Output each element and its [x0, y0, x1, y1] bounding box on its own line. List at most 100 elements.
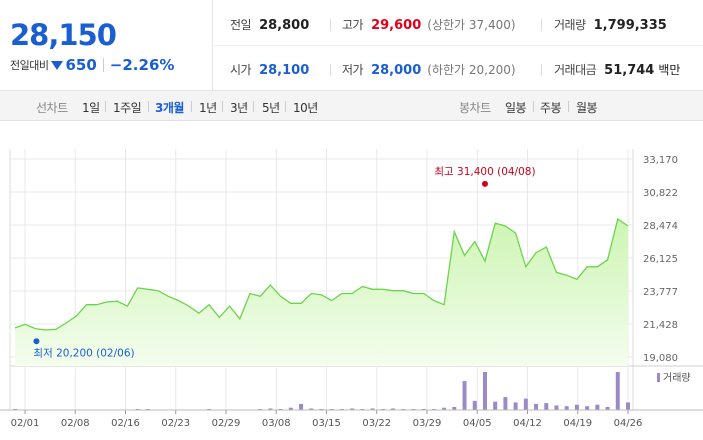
divider	[533, 101, 534, 112]
volume-bar	[442, 407, 447, 410]
volume-bar	[493, 401, 498, 410]
volume-bar	[554, 405, 559, 410]
volume-bar	[391, 408, 396, 410]
stat-label: 저가	[342, 63, 364, 77]
volume-bar	[503, 397, 508, 410]
volume-bar	[288, 407, 293, 410]
volume-bar	[482, 372, 487, 410]
current-price: 28,150	[10, 18, 117, 52]
x-tick-label: 02/23	[161, 418, 190, 429]
min-price-marker	[33, 338, 40, 345]
x-tick-label: 04/12	[513, 418, 542, 429]
period-tab-1w[interactable]: 1주일	[113, 101, 142, 115]
stat-low: 저가 28,000 (하한가 20,200)	[342, 61, 516, 78]
x-tick-label: 04/05	[463, 418, 492, 429]
stat-value: 51,744	[604, 63, 655, 78]
x-tick-label: 04/19	[563, 418, 592, 429]
period-tab-5y[interactable]: 5년	[262, 101, 280, 115]
volume-bar	[472, 400, 477, 410]
stat-volume: 거래량 1,799,335	[554, 16, 667, 33]
volume-bar	[534, 403, 539, 410]
lower-limit-text: (하한가 20,200)	[427, 63, 516, 77]
volume-bar	[544, 403, 549, 410]
price-chart[interactable]: 33,170 30,822 28,474 26,125 23,777 21,428 19,0…	[0, 121, 703, 440]
stat-value: 28,800	[259, 18, 310, 33]
candle-tab-daily[interactable]: 일봉	[505, 101, 527, 115]
period-tab-3y[interactable]: 3년	[230, 101, 248, 115]
volume-bar	[462, 381, 467, 410]
stat-label: 전일	[230, 18, 252, 32]
stat-open: 시가 28,100	[230, 61, 309, 78]
period-tab-1d[interactable]: 1일	[82, 101, 100, 115]
y-tick-label: 26,125	[643, 254, 678, 265]
divider	[253, 101, 254, 112]
divider	[330, 19, 331, 31]
divider	[191, 101, 192, 112]
divider	[222, 101, 223, 112]
period-tab-3m[interactable]: 3개월	[155, 101, 184, 115]
chart-period-bar: 선차트 1일 1주일 3개월 1년 3년 5년 10년 봉차트 일봉 주봉 월봉	[0, 91, 703, 121]
candle-tab-monthly[interactable]: 월봉	[576, 101, 598, 115]
volume-bar	[615, 372, 620, 410]
stat-trade-value: 거래대금 51,744 백만	[554, 61, 680, 78]
stat-prev-close: 전일 28,800	[230, 16, 309, 33]
divider	[285, 101, 286, 112]
volume-bar	[513, 402, 518, 410]
period-tab-1y[interactable]: 1년	[199, 101, 217, 115]
stat-value: 29,600	[371, 18, 422, 33]
stat-label: 거래량	[554, 18, 586, 32]
volume-bar	[523, 398, 528, 410]
divider	[105, 101, 106, 112]
stat-unit: 백만	[658, 63, 681, 77]
stat-high: 고가 29,600 (상한가 37,400)	[342, 16, 516, 33]
stat-label: 거래대금	[554, 63, 597, 77]
divider	[330, 64, 331, 76]
volume-legend-label: 거래량	[663, 372, 691, 384]
divider	[148, 101, 149, 112]
upper-limit-text: (상한가 37,400)	[427, 18, 516, 32]
x-tick-label: 03/08	[262, 418, 291, 429]
candle-tab-weekly[interactable]: 주봉	[540, 101, 562, 115]
x-tick-label: 02/29	[212, 418, 241, 429]
divider	[214, 45, 703, 46]
x-tick-label: 03/29	[413, 418, 442, 429]
x-tick-label: 03/22	[362, 418, 391, 429]
max-price-marker	[481, 180, 488, 187]
volume-bar	[626, 402, 630, 410]
price-box: 28,150 전일대비 650 −2.26%	[0, 0, 213, 91]
volume-bar	[309, 408, 314, 410]
stat-value: 1,799,335	[593, 18, 667, 33]
divider	[541, 64, 542, 76]
x-tick-label: 02/08	[61, 418, 90, 429]
divider	[102, 58, 104, 72]
stat-value: 28,100	[259, 63, 310, 78]
y-tick-label: 23,777	[643, 287, 678, 298]
period-tab-10y[interactable]: 10년	[293, 101, 318, 115]
stat-label: 고가	[342, 18, 364, 32]
y-tick-label: 30,822	[643, 188, 678, 199]
max-price-label: 최고 31,400 (04/08)	[434, 166, 535, 178]
volume-bar	[595, 404, 600, 410]
divider	[541, 19, 542, 31]
volume-bar	[574, 404, 579, 410]
x-tick-label: 02/16	[111, 418, 140, 429]
volume-bar	[299, 403, 304, 410]
x-tick-label: 02/01	[11, 418, 40, 429]
stock-summary: 28,150 전일대비 650 −2.26% 전일 28,800 고가 29,6…	[0, 0, 703, 91]
divider	[568, 101, 569, 112]
change-label: 전일대비	[10, 59, 49, 72]
y-tick-label: 19,080	[643, 353, 678, 364]
volume-bar	[370, 408, 375, 410]
price-line	[14, 217, 629, 331]
volume-bar	[564, 406, 569, 410]
x-tick-label: 03/15	[312, 418, 341, 429]
volume-bar	[605, 406, 610, 410]
volume-bar	[268, 408, 273, 410]
volume-bar	[585, 406, 590, 410]
y-tick-label: 21,428	[643, 320, 678, 331]
line-chart-label: 선차트	[36, 101, 68, 115]
change-rate: −2.26%	[109, 56, 175, 74]
stat-label: 시가	[230, 63, 252, 77]
volume-legend-swatch	[657, 373, 660, 382]
stat-value: 28,000	[371, 63, 422, 78]
